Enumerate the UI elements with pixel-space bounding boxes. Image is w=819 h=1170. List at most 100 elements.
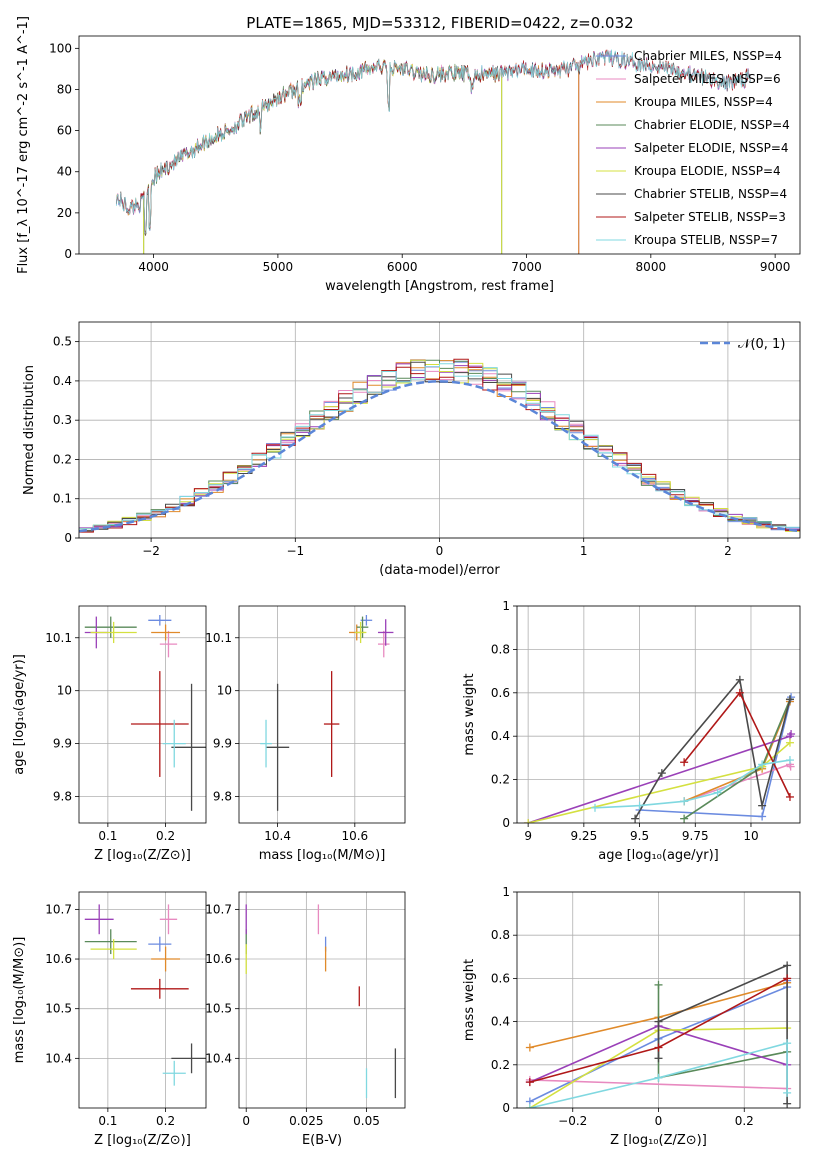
x-axis-label: E(B-V) <box>302 1133 342 1148</box>
x-tick-label: 0.2 <box>156 1114 175 1128</box>
axes-frame <box>238 891 406 1109</box>
series-line <box>657 964 788 1104</box>
legend-label: Salpeter STELIB, NSSP=3 <box>634 210 786 224</box>
legend-label: Salpeter MILES, NSSP=6 <box>634 72 781 86</box>
legend-label: Chabrier MILES, NSSP=4 <box>634 49 782 63</box>
y-tick-label: 0.4 <box>491 729 510 743</box>
x-tick-label: 1 <box>580 544 588 558</box>
y-tick-label: 9.9 <box>213 737 232 751</box>
spectrum-line <box>115 57 580 235</box>
y-tick-label: 10.7 <box>205 902 232 916</box>
grid-lines <box>79 606 206 823</box>
y-tick-label: 10.5 <box>45 1002 72 1016</box>
x-axis-label: (data-model)/error <box>379 563 500 578</box>
x-tick-label: 0 <box>655 1114 663 1128</box>
plot-area <box>84 614 206 811</box>
y-tick-label: 0.4 <box>53 374 72 388</box>
legend: 𝒩(0, 1) <box>700 337 785 352</box>
axes-frame <box>516 891 801 1109</box>
x-tick-label: 10.6 <box>341 829 368 843</box>
ticks: 4000 5000 6000 7000 8000 9000 0 20 40 60 80 100 <box>49 41 790 274</box>
x-tick-label: 0 <box>436 544 444 558</box>
y-tick-label: 1 <box>502 885 510 899</box>
y-tick-label: 0 <box>502 1101 510 1115</box>
x-tick-label: 9.5 <box>630 829 649 843</box>
histogram-step <box>79 363 800 530</box>
spectrum-line <box>115 58 580 236</box>
ticks: 10.4 10.6 9.8 9.9 10 10.1 <box>205 631 368 843</box>
x-tick-label: 10 <box>743 829 758 843</box>
grid-lines <box>79 892 206 1108</box>
y-tick-label: 0.6 <box>491 971 510 985</box>
x-tick-label: 2 <box>724 544 732 558</box>
series-line <box>529 1042 788 1108</box>
plot-area <box>245 904 397 1099</box>
panel-mass_weight_vs_age: 9 9.25 9.5 9.75 10 0 0.2 0.4 0.6 0.8 1 age [log₁₀(a… <box>462 599 801 863</box>
histogram-step <box>79 358 800 533</box>
y-axis-label: Flux [f_λ 10^-17 erg cm^-2 s^-1 A^-1] <box>16 16 31 274</box>
x-tick-label: 10.4 <box>264 829 291 843</box>
y-tick-label: 0 <box>64 531 72 545</box>
series-line <box>683 701 791 803</box>
axes-frame <box>78 891 207 1109</box>
legend-label: Chabrier STELIB, NSSP=4 <box>634 187 787 201</box>
axes-frame <box>238 605 406 824</box>
x-tick-label: 4000 <box>138 260 169 274</box>
y-tick-label: 10 <box>57 684 72 698</box>
y-tick-label: 10 <box>217 684 232 698</box>
legend-label: Salpeter ELODIE, NSSP=4 <box>634 141 789 155</box>
y-tick-label: 10.6 <box>45 952 72 966</box>
x-tick-label: 0.1 <box>98 1114 117 1128</box>
panel-residuals: −2 −1 0 1 2 0 0.1 0.2 0.3 0.4 0.5 (data-model)/erro… <box>22 321 801 578</box>
spectrum-line <box>115 59 580 236</box>
plot-area <box>84 904 206 1086</box>
ticks: −2 −1 0 1 2 0 0.1 0.2 0.3 0.4 0.5 <box>53 335 732 558</box>
chart-title: PLATE=1865, MJD=53312, FIBERID=0422, z=0… <box>246 14 633 32</box>
y-tick-label: 1 <box>502 599 510 613</box>
plot-area <box>260 614 394 811</box>
axes-frame <box>78 35 801 255</box>
ticks: 9 9.25 9.5 9.75 10 0 0.2 0.4 0.6 0.8 1 <box>491 599 759 843</box>
y-tick-label: 0.1 <box>53 492 72 506</box>
x-tick-label: 7000 <box>511 260 542 274</box>
legend-label: Kroupa MILES, NSSP=4 <box>634 95 773 109</box>
y-tick-label: 10.6 <box>205 952 232 966</box>
y-tick-label: 0.8 <box>491 928 510 942</box>
plot-area <box>525 961 792 1108</box>
y-tick-label: 60 <box>57 124 72 138</box>
x-tick-label: 9.25 <box>570 829 597 843</box>
y-tick-label: 9.8 <box>213 790 232 804</box>
x-axis-label: mass [log₁₀(M/M⊙)] <box>259 848 386 863</box>
y-tick-label: 100 <box>49 41 72 55</box>
y-tick-label: 10.5 <box>205 1002 232 1016</box>
legend-label: Kroupa STELIB, NSSP=7 <box>634 233 778 247</box>
y-tick-label: 0.2 <box>491 773 510 787</box>
y-tick-label: 9.9 <box>53 737 72 751</box>
y-tick-label: 0 <box>64 247 72 261</box>
ticks: 0.1 0.2 10.4 10.5 10.6 10.7 <box>45 902 175 1128</box>
x-tick-label: 9000 <box>760 260 791 274</box>
spectrum-line <box>143 59 502 236</box>
x-tick-label: 0 <box>242 1114 250 1128</box>
spectrum-line <box>143 59 502 236</box>
panel-age_vs_z: 0.1 0.2 9.8 9.9 10 10.1 Z [log₁₀(Z/Z⊙)] age [lo… <box>12 605 207 863</box>
x-tick-label: −2 <box>142 544 160 558</box>
legend-label: Chabrier ELODIE, NSSP=4 <box>634 118 790 132</box>
ticks: 0 0.025 0.05 10.4 10.5 10.6 10.7 <box>205 902 380 1128</box>
axes-frame <box>516 605 801 824</box>
grid-lines <box>239 606 405 823</box>
y-tick-label: 20 <box>57 206 72 220</box>
x-tick-label: 0.1 <box>98 829 117 843</box>
panel-mass_vs_ebv: 0 0.025 0.05 10.4 10.5 10.6 10.7 E(B-V) <box>205 891 406 1148</box>
plot-area <box>115 49 751 254</box>
y-axis-label: mass [log₁₀(M/M⊙)] <box>12 937 27 1064</box>
y-tick-label: 10.4 <box>45 1051 72 1065</box>
x-axis-label: wavelength [Angstrom, rest frame] <box>325 279 554 294</box>
x-tick-label: 0.05 <box>353 1114 380 1128</box>
y-tick-label: 0.4 <box>491 1015 510 1029</box>
spectrum-line <box>115 49 751 234</box>
y-tick-label: 80 <box>57 82 72 96</box>
panel-mass_vs_z: 0.1 0.2 10.4 10.5 10.6 10.7 Z [log₁₀(Z/Z⊙)] mas… <box>12 891 207 1148</box>
x-axis-label: age [log₁₀(age/yr)] <box>598 848 719 863</box>
axes-frame <box>78 605 207 824</box>
